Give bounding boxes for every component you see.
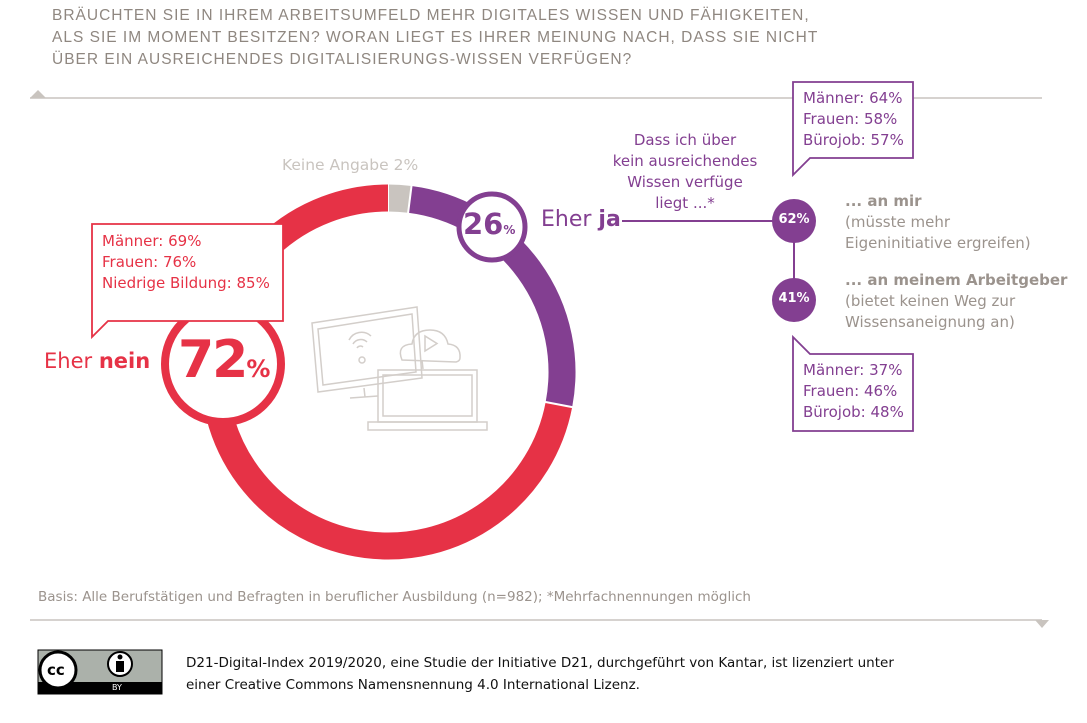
ja-prefix: Eher [541, 207, 599, 232]
callout-line: Männer: 69% [102, 232, 202, 250]
question-line: über ein ausreichendes Digitalisierungs-… [52, 51, 633, 68]
donut-segment-eher-ja [407, 185, 576, 408]
ja-value: 26% [463, 207, 515, 241]
reason-circle [772, 199, 816, 243]
callout-line: Bürojob: 48% [803, 403, 904, 421]
keine-angabe-label: Keine Angabe 2% [282, 156, 419, 174]
nein-bold: nein [98, 349, 151, 373]
cc-icon-text: cc [47, 661, 65, 679]
reason-text: ... an mir (müsste mehr Eigeninitiative … [845, 191, 1031, 254]
cc-by-license-badge [37, 649, 163, 695]
nein-value-number: 72 [178, 330, 248, 390]
triangle-down-icon [1035, 620, 1049, 628]
callout-line: Frauen: 46% [803, 382, 898, 400]
intro-line: kein ausreichendes [612, 152, 758, 170]
license-text: D21-Digital-Index 2019/2020, eine Studie… [186, 652, 894, 696]
callout-line: Frauen: 76% [102, 253, 197, 271]
percent-sign: % [503, 223, 516, 237]
callout-line: Männer: 64% [803, 89, 903, 107]
reason-title: ... an meinem Arbeitgeber [845, 271, 1068, 289]
by-label: BY [112, 683, 122, 692]
reason-detail: Wissensaneignung an) [845, 313, 1015, 331]
basis-note: Basis: Alle Berufstätigen und Befragten … [38, 589, 751, 605]
donut-segment-keine-angabe [387, 184, 412, 213]
nein-prefix: Eher [44, 349, 99, 373]
ja-value-number: 26 [463, 207, 504, 241]
segment-separator [406, 184, 413, 215]
license-line: D21-Digital-Index 2019/2020, eine Studie… [186, 655, 894, 671]
reason-title: ... an mir [845, 192, 922, 210]
percent-sign: % [246, 355, 270, 383]
nein-callout-box [91, 223, 284, 340]
nein-callout-text: Männer: 69% Frauen: 76% Niedrige Bildung… [102, 231, 270, 294]
license-line: einer Creative Commons Namensnennung 4.0… [186, 677, 640, 693]
callout-line: Bürojob: 57% [803, 131, 904, 149]
question-line: Bräuchten Sie in Ihrem Arbeitsumfeld meh… [52, 7, 810, 24]
cc-icon [38, 650, 78, 690]
ja-bold: ja [598, 207, 621, 232]
intro-line: Dass ich über [633, 131, 737, 149]
reason-text: ... an meinem Arbeitgeber (bietet keinen… [845, 270, 1067, 333]
intro-line: liegt ...* [655, 194, 715, 212]
intro-line: Wissen verfüge [627, 173, 743, 191]
reason-callout-text: Männer: 37% Frauen: 46% Bürojob: 48% [803, 360, 904, 423]
nein-value: 72% [178, 330, 270, 390]
reason-callout-box [792, 334, 914, 432]
reason-value: 62% [778, 212, 810, 227]
reason-detail: Eigeninitiative ergreifen) [845, 234, 1031, 252]
reason-detail: (bietet keinen Weg zur [845, 292, 1016, 310]
ja-value-circle [456, 191, 528, 263]
question-line: als Sie im Moment besitzen? Woran liegt … [52, 29, 819, 46]
eher-ja-label: Eher ja [541, 207, 621, 232]
reason-value: 41% [778, 291, 810, 306]
callout-line: Männer: 37% [803, 361, 903, 379]
devices-icon [311, 306, 488, 431]
callout-line: Niedrige Bildung: 85% [102, 274, 270, 292]
question-title: Bräuchten Sie in Ihrem Arbeitsumfeld meh… [52, 5, 818, 71]
reason-circle [772, 278, 816, 322]
callout-line: Frauen: 58% [803, 110, 898, 128]
reason-callout-text: Männer: 64% Frauen: 58% Bürojob: 57% [803, 88, 904, 151]
reason-intro: Dass ich über kein ausreichendes Wissen … [610, 130, 760, 214]
eher-nein-label: Eher nein [44, 349, 150, 373]
segment-separator [543, 400, 574, 409]
reason-callout-box [792, 81, 914, 178]
reason-detail: (müsste mehr [845, 213, 950, 231]
triangle-up-icon [30, 90, 46, 98]
